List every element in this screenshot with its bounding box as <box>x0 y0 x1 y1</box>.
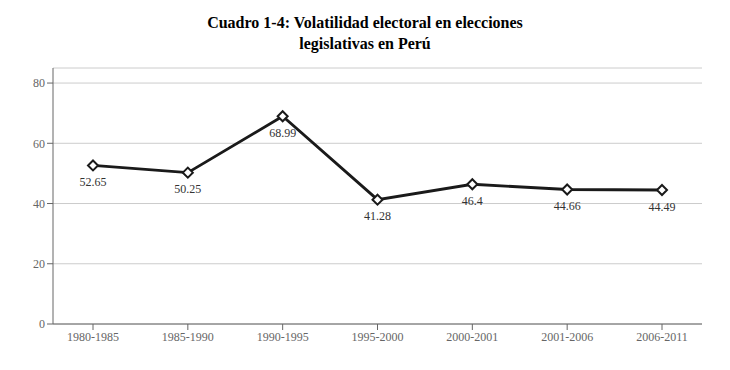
svg-text:44.49: 44.49 <box>649 200 676 214</box>
svg-text:1995-2000: 1995-2000 <box>352 330 404 344</box>
svg-text:0: 0 <box>39 317 45 331</box>
svg-text:1980-1985: 1980-1985 <box>67 330 119 344</box>
svg-text:80: 80 <box>33 76 45 90</box>
svg-text:41.28: 41.28 <box>364 209 391 223</box>
html-text:legislativas en Perú: legislativas en Perú <box>299 35 431 52</box>
svg-text:68.99: 68.99 <box>269 126 296 140</box>
svg-text:1985-1990: 1985-1990 <box>162 330 214 344</box>
svg-text:2006-2011: 2006-2011 <box>636 330 688 344</box>
svg-text:2001-2006: 2001-2006 <box>541 330 593 344</box>
svg-text:46.4: 46.4 <box>462 194 483 208</box>
svg-text:52.65: 52.65 <box>80 175 107 189</box>
svg-text:40: 40 <box>33 197 45 211</box>
svg-text:20: 20 <box>33 257 45 271</box>
svg-text:1990-1995: 1990-1995 <box>257 330 309 344</box>
svg-text:50.25: 50.25 <box>174 182 201 196</box>
svg-text:2000-2001: 2000-2001 <box>446 330 498 344</box>
svg-text:44.66: 44.66 <box>554 199 581 213</box>
svg-text:60: 60 <box>33 137 45 151</box>
html-text:Cuadro 1-4: Volatilidad electo: Cuadro 1-4: Volatilidad electoral en ele… <box>207 14 523 31</box>
